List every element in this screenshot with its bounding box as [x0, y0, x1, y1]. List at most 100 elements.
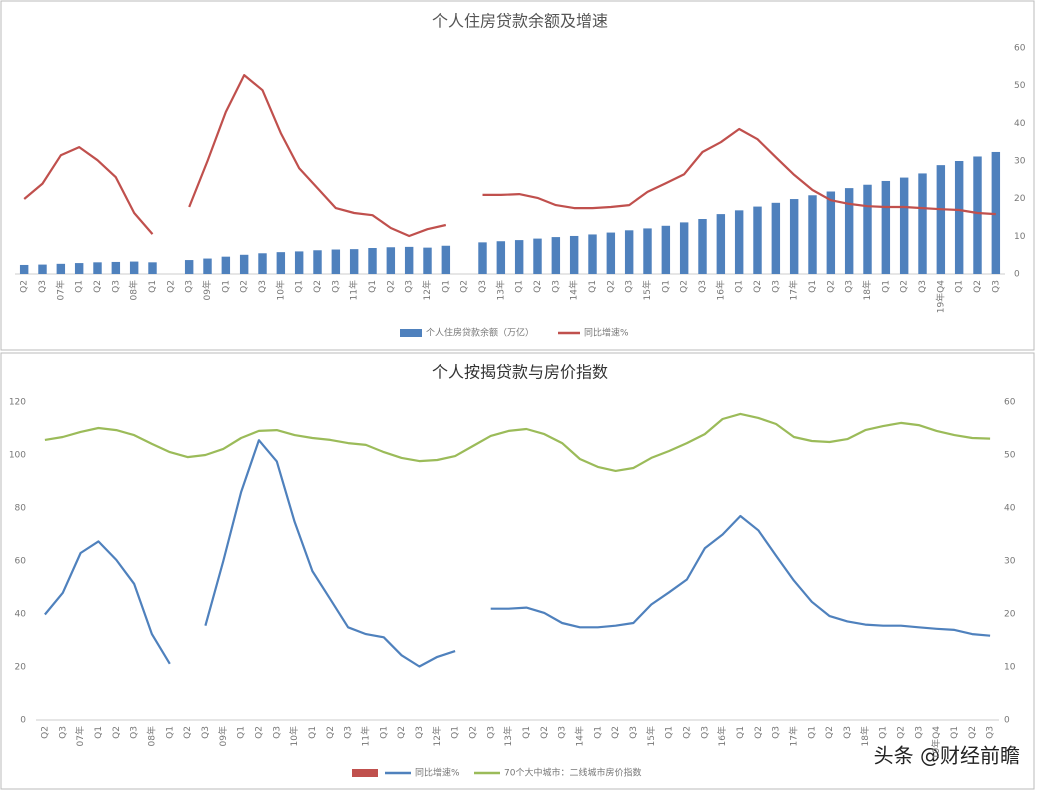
x-tick-label: Q1 — [75, 280, 85, 293]
x-tick-label: Q3 — [58, 726, 68, 739]
x-tick-label: Q3 — [914, 726, 924, 739]
x-tick-label: Q1 — [148, 280, 158, 293]
x-tick-label: 12年 — [431, 726, 443, 746]
x-tick-label: Q3 — [331, 280, 341, 293]
bar — [203, 258, 212, 274]
x-tick-label: Q2 — [460, 280, 470, 293]
x-tick-label: 17年 — [788, 280, 800, 300]
x-tick-label: Q1 — [735, 280, 745, 293]
bar — [478, 242, 487, 274]
x-tick-label: 09年 — [201, 280, 213, 300]
bar — [899, 177, 909, 274]
legend-label: 同比增速% — [584, 327, 629, 339]
y-tick-label: 40 — [1014, 119, 1026, 129]
bar — [698, 219, 707, 274]
x-tick-label: 07年 — [54, 280, 66, 300]
x-tick-label: 16年 — [716, 726, 728, 746]
bar — [771, 202, 781, 274]
x-tick-label: 13年 — [502, 726, 514, 746]
x-tick-label: Q2 — [533, 280, 543, 293]
y-tick-label: 100 — [9, 451, 26, 461]
x-tick-label: Q1 — [515, 280, 525, 293]
y2-tick-label: 10 — [1004, 663, 1016, 673]
bar — [533, 238, 542, 274]
bar — [954, 161, 964, 274]
bar — [844, 188, 854, 274]
x-tick-label: Q3 — [918, 280, 928, 293]
x-tick-label: Q3 — [344, 726, 354, 739]
bar — [56, 263, 66, 274]
x-tick-label: 11年 — [348, 280, 360, 300]
x-tick-label: 18年 — [861, 280, 873, 300]
y2-tick-label: 40 — [1004, 504, 1016, 514]
bar — [514, 240, 524, 274]
x-tick-label: Q3 — [415, 726, 425, 739]
x-tick-label: Q2 — [826, 280, 836, 293]
y-tick-label: 0 — [1014, 270, 1020, 280]
y-tick-label: 0 — [20, 716, 26, 726]
x-tick-label: 15年 — [641, 280, 653, 300]
bar — [349, 249, 359, 274]
bar — [661, 225, 671, 274]
x-tick-label: 14年 — [568, 280, 580, 300]
x-tick-label: Q1 — [807, 726, 817, 739]
y-tick-label: 60 — [1014, 44, 1026, 54]
x-tick-label: 09年 — [217, 726, 229, 746]
line — [44, 439, 991, 668]
x-tick-label: Q2 — [386, 280, 396, 293]
x-tick-label: Q3 — [551, 280, 561, 293]
x-tick-label: Q3 — [185, 280, 195, 293]
x-tick-label: Q2 — [183, 726, 193, 739]
x-tick-label: 12年 — [421, 280, 433, 300]
x-tick-label: Q3 — [478, 280, 488, 293]
x-tick-label: Q2 — [900, 280, 910, 293]
legend-label: 70个大中城市：二线城市房价指数 — [504, 767, 641, 779]
x-tick-label: Q1 — [593, 726, 603, 739]
bar — [239, 254, 249, 274]
x-tick-label: Q3 — [486, 726, 496, 739]
x-tick-label: Q1 — [522, 726, 532, 739]
x-tick-label: 08年 — [128, 280, 140, 300]
bar — [569, 235, 579, 274]
bar — [74, 263, 84, 274]
x-tick-label: 10年 — [288, 726, 300, 746]
y-tick-label: 20 — [15, 663, 27, 673]
x-tick-label: 18年 — [859, 726, 871, 746]
legend-swatch — [352, 769, 378, 777]
x-tick-label: 16年 — [714, 280, 726, 300]
line — [44, 412, 991, 472]
y-tick-label: 40 — [15, 610, 27, 620]
x-tick-label: 15年 — [645, 726, 657, 746]
x-tick-label: Q1 — [237, 726, 247, 739]
x-tick-label: Q1 — [950, 726, 960, 739]
y2-tick-label: 60 — [1004, 398, 1016, 408]
bar — [588, 234, 597, 274]
x-tick-label: Q2 — [753, 280, 763, 293]
x-tick-label: 07年 — [74, 726, 86, 746]
bar — [313, 250, 322, 274]
bar — [258, 253, 267, 274]
panel-top — [0, 0, 1035, 351]
bar — [129, 261, 139, 274]
x-tick-label: Q3 — [558, 726, 568, 739]
x-tick-label: Q3 — [201, 726, 211, 739]
bar — [973, 156, 982, 274]
x-tick-label: 08年 — [145, 726, 157, 746]
x-tick-label: Q3 — [625, 280, 635, 293]
bar — [19, 264, 29, 274]
y2-tick-label: 0 — [1004, 716, 1010, 726]
x-tick-label: Q3 — [771, 280, 781, 293]
y-tick-label: 20 — [1014, 194, 1026, 204]
x-tick-label: Q2 — [254, 726, 264, 739]
chart-title: 个人按揭贷款与房价指数 — [432, 363, 608, 382]
x-tick-label: 19年Q4 — [934, 280, 946, 314]
x-tick-label: Q2 — [968, 726, 978, 739]
x-tick-label: Q1 — [665, 726, 675, 739]
x-tick-label: Q2 — [166, 280, 176, 293]
x-tick-label: Q2 — [112, 726, 122, 739]
bar — [643, 228, 652, 274]
x-tick-label: Q1 — [441, 280, 451, 293]
bar — [221, 256, 231, 274]
x-tick-label: Q2 — [825, 726, 835, 739]
